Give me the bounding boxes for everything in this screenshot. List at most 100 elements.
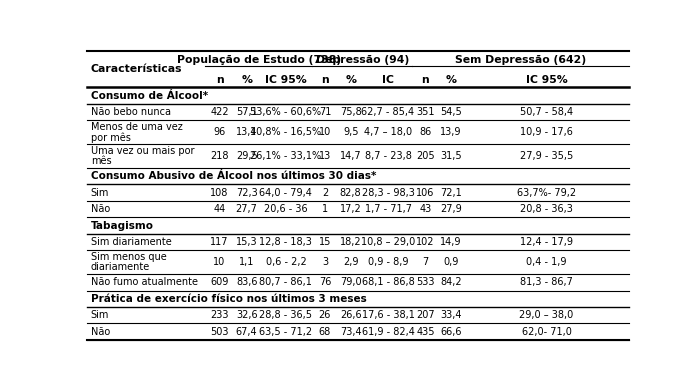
Text: 62,7 - 85,4: 62,7 - 85,4 [361,107,415,117]
Text: Prática de exercício físico nos últimos 3 meses: Prática de exercício físico nos últimos … [91,294,366,304]
Text: 10,9 - 17,6: 10,9 - 17,6 [520,127,573,137]
Text: %: % [446,75,456,85]
Text: 86: 86 [419,127,431,137]
Text: Não: Não [91,204,110,214]
Text: 117: 117 [210,237,229,247]
Text: 50,7 - 58,4: 50,7 - 58,4 [520,107,573,117]
Text: Não fumo atualmente: Não fumo atualmente [91,277,198,287]
Text: Não bebo nunca: Não bebo nunca [91,107,171,117]
Text: Consumo de Álcool*: Consumo de Álcool* [91,91,208,101]
Text: 9,5: 9,5 [343,127,359,137]
Text: 10: 10 [319,127,331,137]
Text: 64,0 - 79,4: 64,0 - 79,4 [259,188,312,198]
Text: 108: 108 [210,188,229,198]
Text: 32,6: 32,6 [236,310,257,320]
Text: 1,1: 1,1 [239,257,254,267]
Text: 503: 503 [210,327,229,337]
Text: 67,4: 67,4 [236,327,257,337]
Text: 8,7 - 23,8: 8,7 - 23,8 [365,151,412,161]
Text: 13: 13 [319,151,331,161]
Text: 7: 7 [422,257,428,267]
Text: 435: 435 [416,327,435,337]
Text: 81,3 - 86,7: 81,3 - 86,7 [520,277,573,287]
Text: 76: 76 [319,277,331,287]
Text: 102: 102 [416,237,435,247]
Text: 44: 44 [213,204,226,214]
Text: 233: 233 [210,310,229,320]
Text: Sim: Sim [91,188,109,198]
Text: 68,1 - 86,8: 68,1 - 86,8 [361,277,415,287]
Text: 106: 106 [416,188,435,198]
Text: 31,5: 31,5 [440,151,462,161]
Text: IC: IC [382,75,394,85]
Text: IC 95%: IC 95% [526,75,568,85]
Text: 422: 422 [210,107,229,117]
Text: 33,4: 33,4 [440,310,462,320]
Text: 63,5 - 71,2: 63,5 - 71,2 [259,327,312,337]
Text: diariamente: diariamente [91,262,150,272]
Text: 28,3 - 98,3: 28,3 - 98,3 [361,188,415,198]
Text: mês: mês [91,156,111,166]
Text: 43: 43 [419,204,431,214]
Text: 63,7%- 79,2: 63,7%- 79,2 [517,188,576,198]
Text: 1: 1 [322,204,328,214]
Text: 29,5: 29,5 [236,151,257,161]
Text: Tabagismo: Tabagismo [91,221,154,231]
Text: 27,7: 27,7 [236,204,257,214]
Text: Sim: Sim [91,310,109,320]
Text: 14,9: 14,9 [440,237,462,247]
Text: 61,9 - 82,4: 61,9 - 82,4 [361,327,415,337]
Text: 26,6: 26,6 [340,310,361,320]
Text: 83,6: 83,6 [236,277,257,287]
Text: 10: 10 [213,257,226,267]
Text: 13,4: 13,4 [236,127,257,137]
Text: 218: 218 [210,151,229,161]
Text: 20,8 - 36,3: 20,8 - 36,3 [520,204,573,214]
Text: 351: 351 [416,107,435,117]
Text: 609: 609 [210,277,229,287]
Text: 0,6 - 2,2: 0,6 - 2,2 [266,257,306,267]
Text: 27,9: 27,9 [440,204,462,214]
Text: 57,1: 57,1 [236,107,257,117]
Text: Depressão (94): Depressão (94) [316,55,409,65]
Text: n: n [321,75,329,85]
Text: 12,8 - 18,3: 12,8 - 18,3 [259,237,312,247]
Text: Sim diariamente: Sim diariamente [91,237,171,247]
Text: n: n [421,75,429,85]
Text: 96: 96 [213,127,226,137]
Text: Uma vez ou mais por: Uma vez ou mais por [91,146,194,156]
Text: Características: Características [91,64,182,74]
Text: Consumo Abusivo de Álcool nos últimos 30 dias*: Consumo Abusivo de Álcool nos últimos 30… [91,171,376,181]
Text: n: n [216,75,224,85]
Text: 72,3: 72,3 [236,188,257,198]
Text: 26: 26 [319,310,331,320]
Text: 17,2: 17,2 [340,204,361,214]
Text: 71: 71 [319,107,331,117]
Text: %: % [345,75,356,85]
Text: 75,8: 75,8 [340,107,361,117]
Text: Sem Depressão (642): Sem Depressão (642) [455,55,586,65]
Text: 0,4 - 1,9: 0,4 - 1,9 [526,257,567,267]
Text: 13,9: 13,9 [440,127,462,137]
Text: 18,2: 18,2 [340,237,361,247]
Text: 15: 15 [319,237,331,247]
Text: Menos de uma vez: Menos de uma vez [91,122,182,132]
Text: 82,8: 82,8 [340,188,361,198]
Text: 79,0: 79,0 [340,277,361,287]
Text: 1,7 - 71,7: 1,7 - 71,7 [365,204,412,214]
Text: 68: 68 [319,327,331,337]
Text: 0,9 - 8,9: 0,9 - 8,9 [368,257,408,267]
Text: 29,0 – 38,0: 29,0 – 38,0 [519,310,574,320]
Text: 4,7 – 18,0: 4,7 – 18,0 [364,127,412,137]
Text: 2,9: 2,9 [343,257,359,267]
Text: 2: 2 [322,188,328,198]
Text: 72,1: 72,1 [440,188,462,198]
Text: 54,5: 54,5 [440,107,462,117]
Text: 20,6 - 36: 20,6 - 36 [264,204,308,214]
Text: 14,7: 14,7 [340,151,361,161]
Text: 73,4: 73,4 [340,327,361,337]
Text: 62,0- 71,0: 62,0- 71,0 [521,327,571,337]
Text: 27,9 - 35,5: 27,9 - 35,5 [520,151,573,161]
Text: População de Estudo (738): População de Estudo (738) [177,55,341,65]
Text: 10,8% - 16,5%: 10,8% - 16,5% [250,127,322,137]
